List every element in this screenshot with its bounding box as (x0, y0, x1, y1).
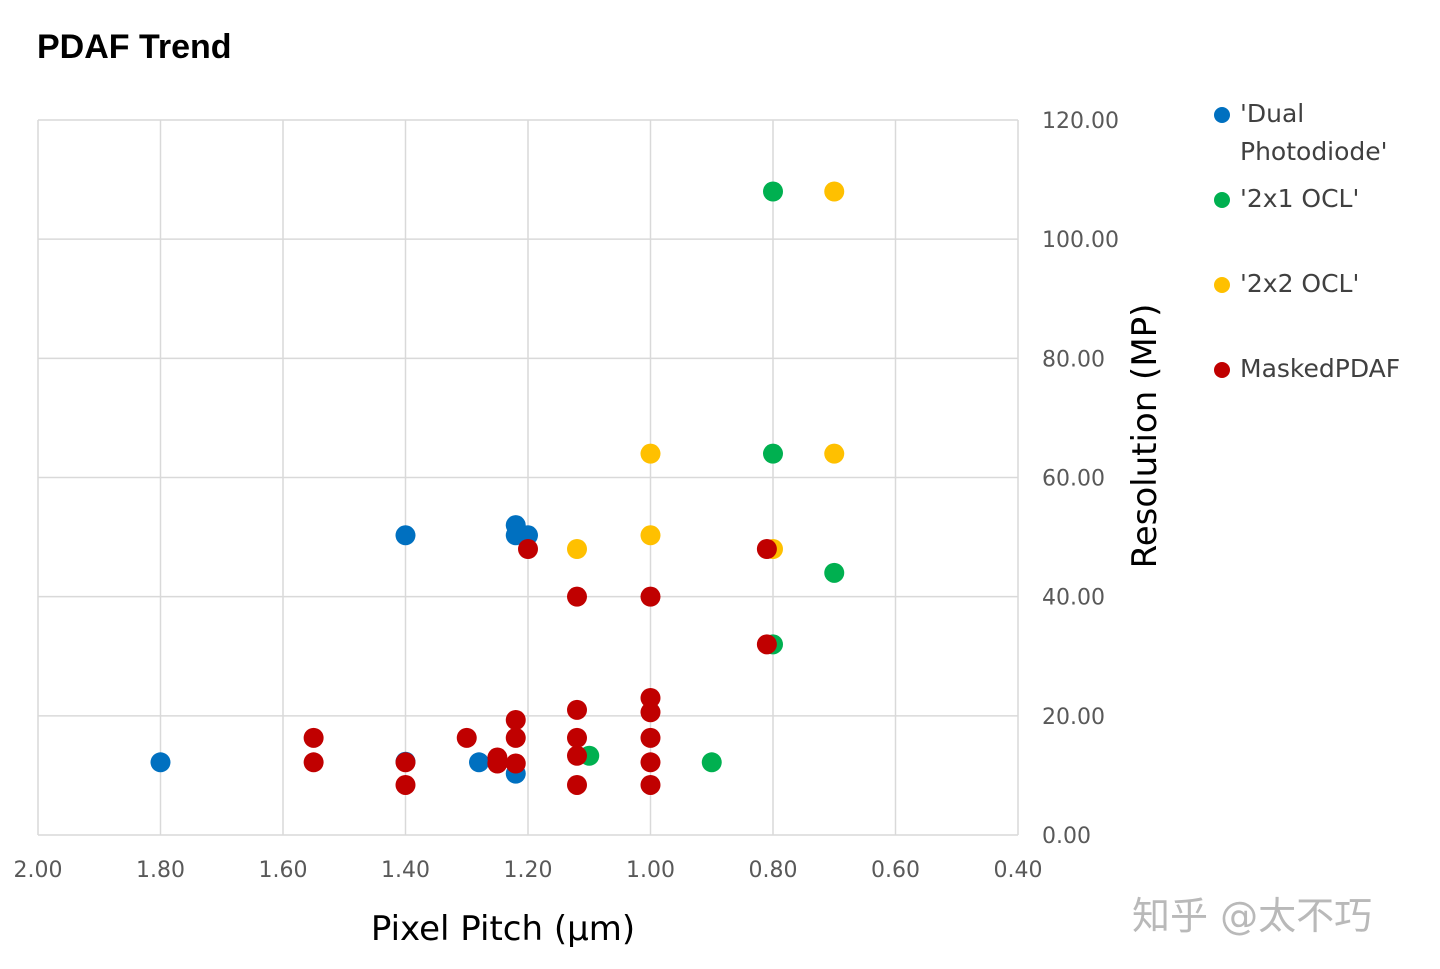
legend-item-dual-photodiode: 'Dual Photodiode' (1210, 95, 1435, 171)
data-point (395, 774, 416, 795)
data-point (640, 702, 661, 723)
data-point (303, 752, 324, 773)
data-point (640, 752, 661, 773)
legend-label: '2x1 OCL' (1240, 184, 1360, 213)
y-tick-label: 60.00 (1042, 467, 1105, 492)
legend-marker (1214, 277, 1230, 293)
data-point (150, 752, 171, 773)
x-tick-label: 1.20 (504, 858, 553, 883)
y-tick-label: 20.00 (1042, 705, 1105, 730)
data-point (505, 710, 526, 731)
data-point (824, 562, 845, 583)
legend-item-masked-pdaf: MaskedPDAF (1210, 350, 1435, 388)
data-point (303, 727, 324, 748)
y-tick-label: 40.00 (1042, 586, 1105, 611)
data-point (763, 443, 783, 464)
legend-label: MaskedPDAF (1240, 354, 1401, 383)
data-point (487, 753, 508, 774)
legend-item-2x2-ocl: '2x2 OCL' (1210, 265, 1435, 303)
x-tick-label: 0.60 (871, 858, 920, 883)
data-point (567, 539, 587, 559)
legend-marker (1214, 362, 1230, 378)
data-point (395, 525, 416, 546)
series-2 (567, 181, 845, 559)
data-point (567, 745, 587, 766)
data-point (567, 699, 587, 720)
data-point (518, 525, 538, 546)
x-tick-labels: 2.00 1.80 1.60 1.40 1.20 1.00 0.80 0.60 0.40 (14, 858, 1043, 883)
x-tick-label: 0.80 (749, 858, 798, 883)
data-point (640, 687, 661, 708)
grid-lines (37, 119, 1019, 836)
data-point (640, 727, 661, 748)
y-tick-label: 120.00 (1042, 109, 1119, 134)
data-point (640, 586, 661, 607)
data-point (456, 727, 477, 748)
legend-marker (1214, 107, 1230, 123)
y-tick-label: 100.00 (1042, 228, 1119, 253)
data-point (701, 752, 722, 773)
legend-label: '2x2 OCL' (1240, 269, 1360, 298)
y-tick-label: 0.00 (1042, 824, 1091, 849)
legend-item-2x1-ocl: '2x1 OCL' (1210, 180, 1435, 218)
legend-label: 'Dual Photodiode' (1240, 99, 1388, 166)
data-point (518, 539, 538, 559)
x-tick-label: 1.80 (136, 858, 185, 883)
series-3 (303, 539, 777, 795)
data-point (640, 525, 661, 546)
data-point (640, 774, 661, 795)
x-tick-label: 1.60 (259, 858, 308, 883)
data-point (567, 774, 587, 795)
data-point (505, 753, 526, 774)
data-point (567, 727, 587, 748)
x-tick-label: 2.00 (14, 858, 63, 883)
data-point (763, 181, 783, 202)
x-tick-label: 1.40 (381, 858, 430, 883)
data-point (505, 727, 526, 748)
y-axis-title: Resolution (MP) (1125, 304, 1165, 569)
y-tick-label: 80.00 (1042, 347, 1105, 372)
y-tick-labels: 0.00 20.00 40.00 60.00 80.00 100.00 120.00 (1042, 109, 1119, 849)
data-point (567, 586, 587, 607)
legend-marker (1214, 192, 1230, 208)
data-points (150, 181, 845, 795)
data-point (824, 181, 845, 202)
data-point (395, 752, 416, 773)
x-tick-label: 0.40 (994, 858, 1043, 883)
x-axis-title: Pixel Pitch (μm) (371, 909, 635, 949)
legend: 'Dual Photodiode' '2x1 OCL' '2x2 OCL' Ma… (1210, 95, 1435, 388)
data-point (756, 539, 777, 559)
watermark: 知乎 @太不巧 (1132, 894, 1373, 938)
series-0 (150, 515, 538, 784)
x-tick-label: 1.00 (626, 858, 675, 883)
chart-title: PDAF Trend (37, 28, 232, 66)
data-point (469, 752, 489, 773)
data-point (756, 634, 777, 655)
data-point (640, 443, 661, 464)
data-point (824, 443, 845, 464)
